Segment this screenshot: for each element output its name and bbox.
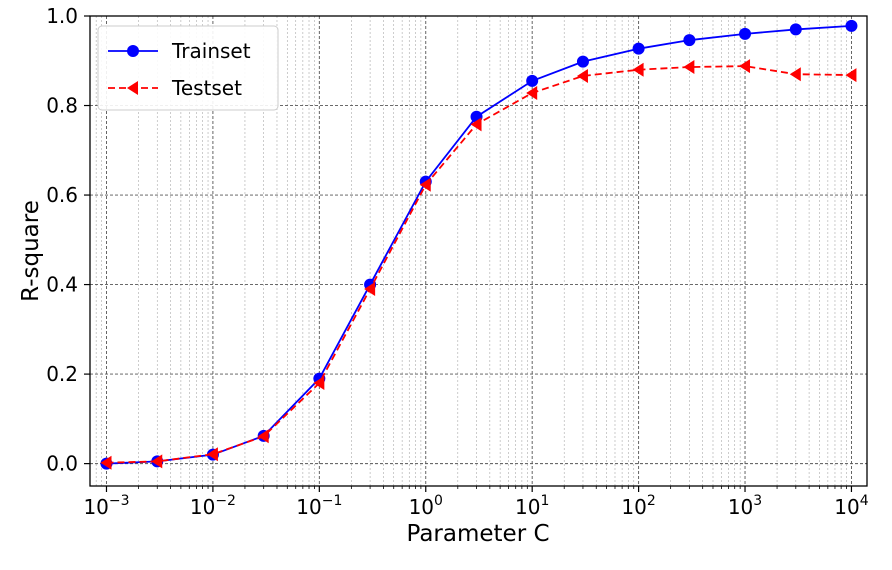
data-point-testset (739, 59, 751, 74)
x-tick-label: 103 (728, 493, 762, 519)
legend-testset-label: Testset (171, 76, 242, 100)
y-axis-label: R-square (18, 200, 44, 302)
data-point-testset (789, 67, 801, 82)
axis-ticks: 0.0 0.2 0.4 0.6 0.8 1.0 10−3 10−2 10−1 100 101 102 1… (46, 4, 869, 519)
data-point-testset (257, 429, 269, 444)
y-tick-label: 0.8 (46, 94, 78, 118)
data-point-testset (683, 60, 695, 75)
plot-frame (89, 15, 868, 487)
data-point-testset (576, 68, 588, 83)
data-point-trainset (789, 23, 802, 36)
data-point-testset (419, 177, 431, 192)
data-point-testset (364, 282, 376, 297)
data-point-testset (151, 454, 163, 469)
data-point-trainset (526, 74, 539, 87)
legend: Trainset Testset (97, 25, 279, 111)
y-tick-label: 0.0 (46, 452, 78, 476)
y-tick-label: 0.4 (46, 273, 78, 297)
data-point-trainset (683, 34, 696, 47)
grid (89, 15, 867, 486)
legend-testset-marker (127, 81, 138, 95)
data-point-testset (470, 117, 482, 132)
x-tick-label: 101 (515, 493, 549, 519)
x-tick-label: 104 (834, 493, 868, 519)
data-point-trainset (845, 19, 858, 32)
x-tick-label: 10−3 (83, 493, 129, 519)
x-tick-label: 10−1 (296, 493, 342, 519)
data-point-testset (632, 62, 644, 77)
y-tick-label: 0.2 (46, 362, 78, 386)
data-point-testset (526, 85, 538, 100)
legend-box (97, 25, 279, 111)
data-point-trainset (576, 55, 589, 68)
data-point-testset (100, 455, 112, 470)
legend-trainset-marker (127, 45, 139, 57)
data-point-testset (206, 447, 218, 462)
data-point-testset (313, 376, 325, 391)
x-tick-label: 10−2 (190, 493, 236, 519)
data-point-trainset (632, 42, 645, 55)
x-tick-label: 100 (409, 493, 443, 519)
data-point-testset (845, 68, 857, 83)
x-tick-label: 102 (621, 493, 655, 519)
x-axis-label: Parameter C (406, 521, 549, 547)
y-tick-label: 0.6 (46, 183, 78, 207)
y-tick-label: 1.0 (46, 4, 78, 28)
series (100, 19, 858, 470)
legend-trainset-label: Trainset (171, 39, 251, 63)
data-point-trainset (739, 27, 752, 40)
